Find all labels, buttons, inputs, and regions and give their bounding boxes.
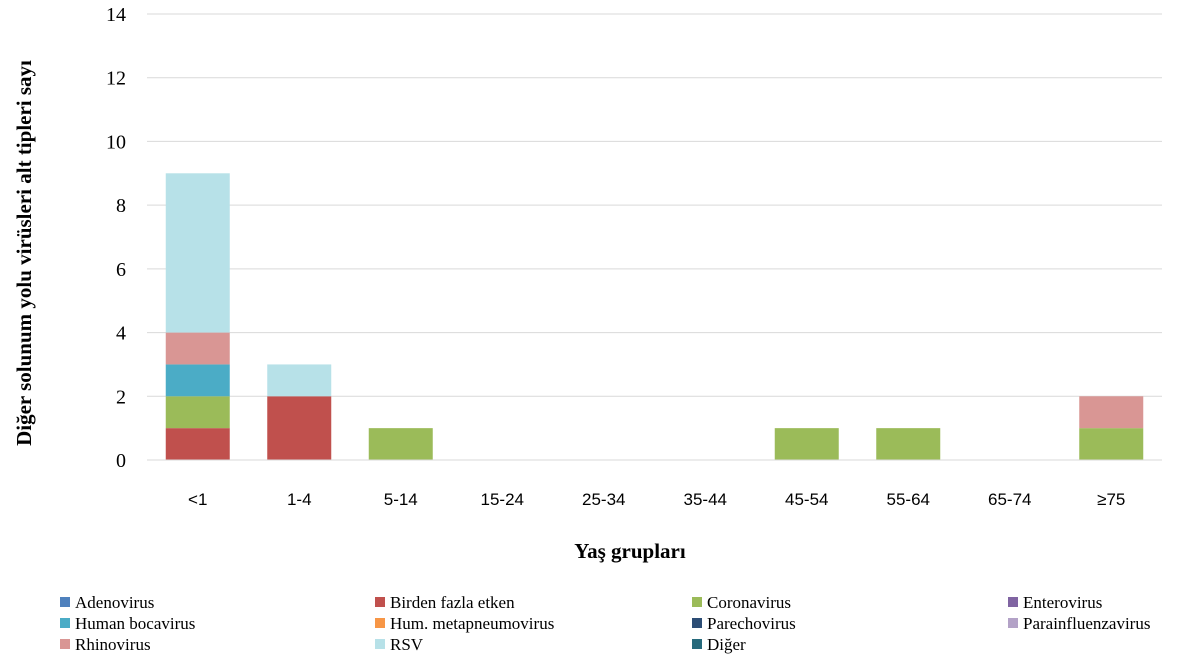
legend-swatch	[1008, 618, 1018, 628]
legend-label: RSV	[390, 635, 424, 654]
bar-segment	[876, 428, 941, 460]
x-tick-label: ≥75	[1097, 490, 1125, 509]
legend-item: Human bocavirus	[60, 614, 195, 633]
y-tick-label: 2	[116, 386, 126, 408]
x-tick-label: 55-64	[887, 490, 930, 509]
bar-segment	[267, 364, 332, 397]
legend-swatch	[375, 639, 385, 649]
y-axis-title: Diğer solunum yolu virüsleri alt tipleri…	[12, 60, 36, 446]
bar-segment	[774, 428, 839, 460]
legend-item: Parainfluenzavirus	[1008, 614, 1150, 633]
legend-label: Coronavirus	[707, 593, 791, 612]
x-tick-label: 65-74	[988, 490, 1031, 509]
legend-label: Adenovirus	[75, 593, 154, 612]
x-tick-label: 15-24	[481, 490, 524, 509]
legend-swatch	[60, 639, 70, 649]
legend-swatch	[692, 597, 702, 607]
y-tick-label: 12	[106, 68, 126, 90]
x-axis-title: Yaş grupları	[574, 539, 686, 563]
x-tick-label: 25-34	[582, 490, 625, 509]
legend-item: Hum. metapneumovirus	[375, 614, 554, 633]
legend-item: Coronavirus	[692, 593, 791, 612]
bar-segment	[165, 173, 230, 333]
legend-label: Human bocavirus	[75, 614, 195, 633]
bar-segment	[1079, 428, 1144, 460]
y-tick-label: 8	[116, 195, 126, 217]
legend-swatch	[692, 639, 702, 649]
legend-item: RSV	[375, 635, 424, 654]
x-axis-ticks: <1 1-4 5-14 15-24 25-34 35-44 45-54 55-64 65-74 ≥…	[188, 490, 1125, 509]
y-tick-label: 4	[116, 323, 126, 345]
legend-label: Hum. metapneumovirus	[390, 614, 554, 633]
legend-swatch	[375, 597, 385, 607]
x-tick-label: 5-14	[384, 490, 418, 509]
legend-item: Parechovirus	[692, 614, 796, 633]
legend-label: Parainfluenzavirus	[1023, 614, 1150, 633]
x-tick-label: 1-4	[287, 490, 312, 509]
bar-segment	[165, 332, 230, 365]
legend-label: Diğer	[707, 635, 746, 654]
legend-label: Parechovirus	[707, 614, 796, 633]
bar-segment	[165, 396, 230, 429]
legend-label: Birden fazla etken	[390, 593, 515, 612]
y-tick-label: 14	[106, 4, 126, 26]
legend-swatch	[60, 618, 70, 628]
bar-segment	[267, 396, 332, 460]
bar-segment	[368, 428, 433, 460]
legend-item: Enterovirus	[1008, 593, 1102, 612]
bar-segment	[165, 364, 230, 397]
legend-swatch	[375, 618, 385, 628]
legend-label: Rhinovirus	[75, 635, 151, 654]
legend-item: Diğer	[692, 635, 746, 654]
bar-segment	[165, 428, 230, 460]
legend-swatch	[60, 597, 70, 607]
x-tick-label: 45-54	[785, 490, 828, 509]
legend-item: Birden fazla etken	[375, 593, 515, 612]
legend-label: Enterovirus	[1023, 593, 1102, 612]
gridlines	[147, 13, 1162, 397]
legend-item: Adenovirus	[60, 593, 154, 612]
y-axis-ticks: 0 2 4 6 8 10 12 14	[106, 4, 126, 472]
y-tick-label: 6	[116, 259, 126, 281]
y-tick-label: 0	[116, 450, 126, 472]
bar-segment	[1079, 396, 1144, 429]
bars	[165, 173, 1144, 460]
y-tick-label: 10	[106, 131, 126, 153]
x-tick-label: <1	[188, 490, 207, 509]
x-tick-label: 35-44	[684, 490, 727, 509]
legend-item: Rhinovirus	[60, 635, 151, 654]
legend-swatch	[692, 618, 702, 628]
legend-swatch	[1008, 597, 1018, 607]
legend: Adenovirus Birden fazla etken Coronavirus E…	[60, 593, 1150, 654]
